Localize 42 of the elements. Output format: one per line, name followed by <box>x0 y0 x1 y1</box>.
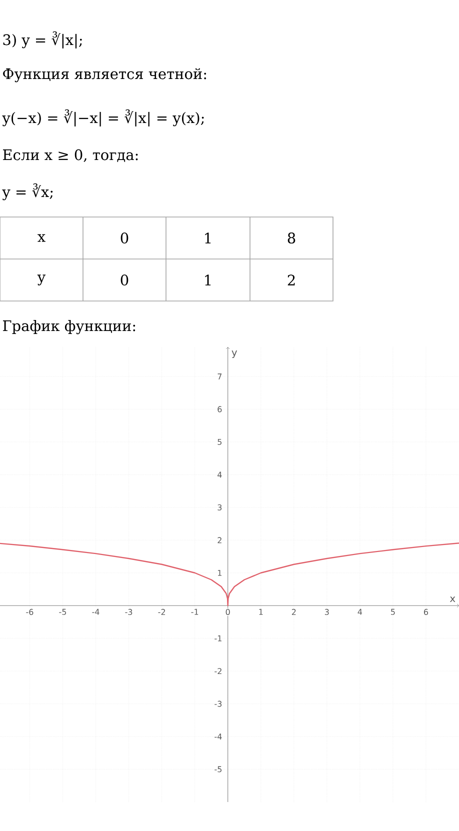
y-tick-label: 1 <box>218 570 222 576</box>
x-tick-label: -3 <box>125 608 132 615</box>
y-tick-label: -3 <box>214 700 222 707</box>
x-tick-label: 4 <box>358 608 362 615</box>
x-tick-label: -4 <box>92 608 100 615</box>
y-tick-label: -2 <box>214 668 222 674</box>
x-tick-label: -1 <box>191 608 198 615</box>
text: 2 <box>288 274 295 286</box>
text: x <box>38 234 46 242</box>
text: 3) y = ∛|x|; <box>3 31 82 48</box>
text: y <box>37 274 46 286</box>
y-tick-label: 7 <box>218 374 222 380</box>
y-tick-label: -1 <box>214 635 222 642</box>
y-tick-label: 2 <box>218 537 222 544</box>
text: 8 <box>288 232 296 244</box>
y-tick-label: 4 <box>218 472 222 478</box>
text: График функции: <box>2 320 136 334</box>
x-tick-label: 2 <box>292 608 296 615</box>
text: Если x ≥ 0, тогда: <box>2 149 138 162</box>
y-tick-label: -4 <box>214 734 222 740</box>
x-tick-label: -6 <box>26 608 34 615</box>
text: y = ∛x; <box>2 183 53 200</box>
x-tick-label: -5 <box>59 608 66 615</box>
y-axis-title: y <box>232 350 238 358</box>
y-tick-label: 5 <box>218 438 222 445</box>
x-tick-label: 0 <box>226 608 230 615</box>
text: 1 <box>205 274 211 286</box>
y-tick-label: 3 <box>218 504 222 510</box>
text: y(−x) = ∛|−x| = ∛|x| = y(x); <box>2 109 204 126</box>
text: 0 <box>120 232 128 244</box>
text: 1 <box>205 232 211 244</box>
x-tick-label: 3 <box>324 608 329 615</box>
y-tick-label: -5 <box>214 766 222 772</box>
y-tick-label: 6 <box>218 406 222 412</box>
x-tick-label: -2 <box>158 608 165 615</box>
x-tick-label: 6 <box>424 608 428 615</box>
x-tick-label: 1 <box>259 608 263 615</box>
line-series <box>0 542 459 606</box>
x-tick-label: 5 <box>391 608 395 615</box>
x-axis-title: x <box>450 596 456 602</box>
text: 0 <box>120 274 128 286</box>
text: Функция является четной: <box>3 68 206 82</box>
